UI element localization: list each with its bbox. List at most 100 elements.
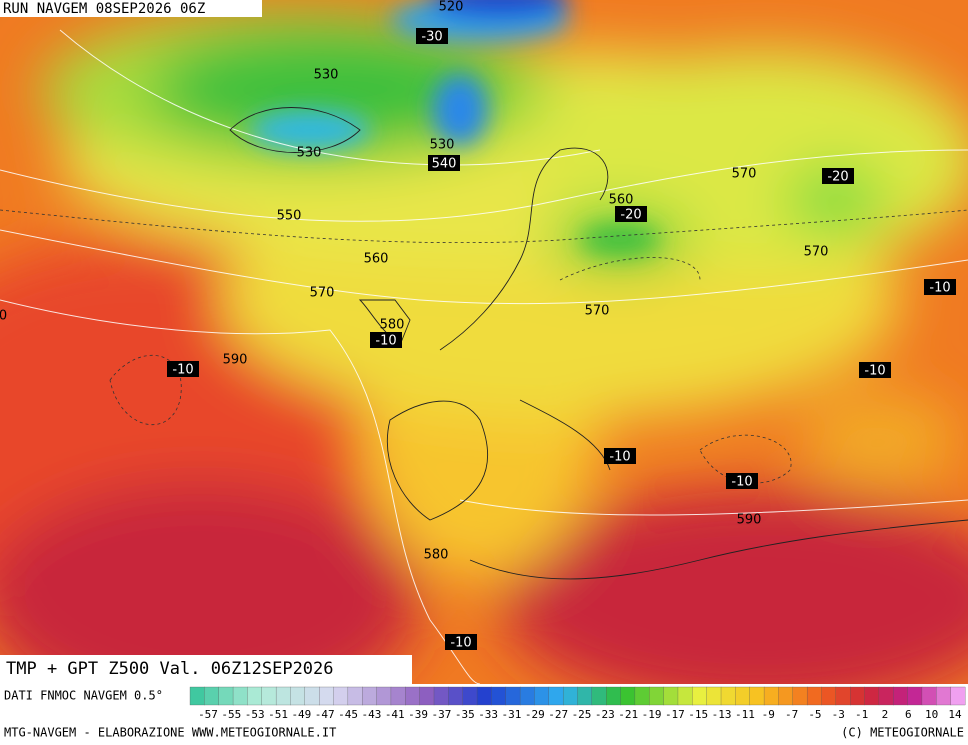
colorbar-swatch [649,686,665,706]
product-title: TMP + GPT Z500 Val. 06Z12SEP2026 [6,659,334,679]
gpt-label: 570 [585,304,610,319]
colorbar-swatch [491,686,507,706]
colorbar-swatch [405,686,421,706]
colorbar-label: 10 [925,708,938,721]
colorbar-label: -53 [245,708,265,721]
temp-label: -20 [620,208,641,223]
copyright-text: (C) METEOGIORNALE [841,726,964,740]
colorbar-swatch [878,686,894,706]
colorbar-label: -15 [688,708,708,721]
temp-label-box [445,634,477,650]
temp-label: -10 [375,334,396,349]
colorbar-swatch [519,686,535,706]
colorbar-swatch [462,686,478,706]
gpt-label: 550 [277,209,302,224]
colorbar-swatch [204,686,220,706]
colorbar-label: -3 [832,708,845,721]
colorbar-label: -1 [855,708,868,721]
colorbar-label: -5 [808,708,821,721]
colorbar-swatch [505,686,521,706]
colorbar-swatch [376,686,392,706]
colorbar-swatch [893,686,909,706]
colorbar-swatch [448,686,464,706]
colorbar-label: -29 [525,708,545,721]
colorbar-swatch [275,686,291,706]
temp-label: -10 [450,636,471,651]
colorbar-swatch [476,686,492,706]
colorbar-swatch [735,686,751,706]
colorbar-swatch [763,686,779,706]
colorbar-label: -39 [408,708,428,721]
temp-label: -10 [731,475,752,490]
map-field [0,0,968,684]
gpt-label: 590 [737,513,762,528]
temp-label: -10 [929,281,950,296]
colorbar-label: -41 [385,708,405,721]
run-title: RUN NAVGEM 08SEP2026 06Z [3,1,205,17]
colorbar-swatch [319,686,334,706]
colorbar-swatch [921,686,937,706]
temp-label: -10 [172,363,193,378]
credits-text: MTG-NAVGEM - ELABORAZIONE WWW.METEOGIORN… [4,726,336,740]
colorbar-swatch [864,686,880,706]
colorbar-swatch [806,686,822,706]
gpt-label: 560 [609,193,634,208]
colorbar-label: -51 [268,708,288,721]
colorbar-label: -55 [221,708,241,721]
colorbar-label: -47 [315,708,335,721]
colorbar-swatch [692,686,708,706]
colorbar-label: -9 [762,708,775,721]
temp-label-box [167,361,199,377]
colorbar-swatch [534,686,550,706]
colorbar-label: 2 [882,708,889,721]
temp-label: -30 [421,30,442,45]
colorbar-swatch [634,686,650,706]
temp-label-box [428,155,460,171]
colorbar-swatch [577,686,593,706]
colorbar-label: -11 [735,708,755,721]
colorbar-label: -45 [338,708,358,721]
temp-label-box [726,473,758,489]
colorbar-swatch [333,686,349,706]
colorbar-swatch [591,686,607,706]
colorbar-label: 6 [905,708,912,721]
colorbar-swatch [304,686,320,706]
colorbar-label: -25 [572,708,592,721]
temp-label-box [370,332,402,348]
colorbar-swatch [720,686,736,706]
gpt-label: 570 [310,286,335,301]
gpt-label: 580 [424,548,449,563]
colorbar-swatch [835,686,851,706]
colorbar-swatch [677,686,693,706]
colorbar-swatch [362,686,378,706]
colorbar-swatch [706,686,722,706]
colorbar-swatch [850,686,865,706]
gpt-label: 590 [223,353,248,368]
colorbar-swatch [390,686,406,706]
colorbar-swatch [778,686,794,706]
colorbar-label: -35 [455,708,475,721]
colorbar-label: -49 [291,708,311,721]
colorbar-swatch [792,686,808,706]
colorbar-label: 14 [948,708,962,721]
colorbar-label: -21 [618,708,638,721]
colorbar-swatch [821,686,837,706]
colorbar-label: -57 [198,708,218,721]
colorbar-swatch [950,686,966,706]
temp-label-box [615,206,647,222]
colorbar-label: -23 [595,708,615,721]
colorbar-swatch [261,686,277,706]
colorbar-label: -31 [502,708,522,721]
temp-label-box [416,28,448,44]
colorbar-label: -13 [712,708,732,721]
colorbar-label: -43 [361,708,381,721]
colorbar-swatch [218,686,234,706]
product-bg [0,655,412,684]
temp-label-box [859,362,891,378]
colorbar-swatch [247,686,263,706]
colorbar-swatch [663,686,679,706]
colorbar-swatch [907,686,923,706]
colorbar-swatch [620,686,636,706]
colorbar-swatch [562,686,578,706]
